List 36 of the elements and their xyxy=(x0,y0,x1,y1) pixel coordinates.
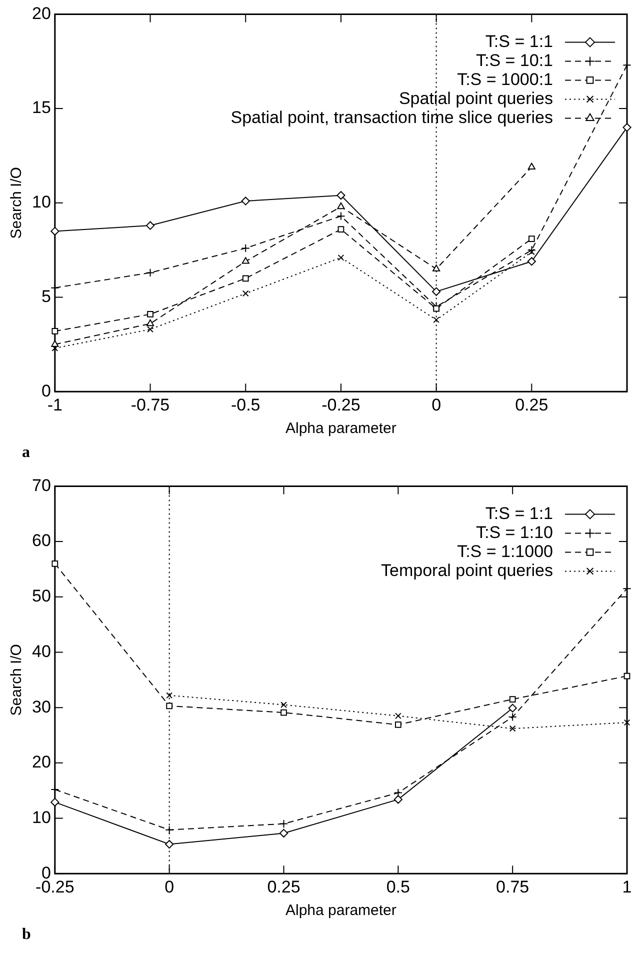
x-tick-label: -0.5 xyxy=(230,395,260,414)
legend-label: T:S = 10:1 xyxy=(476,50,553,70)
x-tick-label: -0.25 xyxy=(322,395,360,414)
y-tick-label: 40 xyxy=(32,642,51,661)
x-tick-label: 1 xyxy=(622,877,632,896)
y-tick-label: 30 xyxy=(32,697,51,716)
text: a xyxy=(22,444,31,463)
y-tick-label: 20 xyxy=(32,4,51,23)
y-tick-label: 20 xyxy=(32,752,51,772)
x-axis-title: Alpha parameter xyxy=(286,420,396,438)
legend-label: Spatial point, transaction time slice queries xyxy=(230,108,553,127)
y-tick-label: 5 xyxy=(41,286,51,306)
x-tick-label: 0.5 xyxy=(386,877,410,896)
x-tick-label: 0.75 xyxy=(496,877,530,896)
legend-label: T:S = 1:1000 xyxy=(457,542,553,561)
y-tick-label: 60 xyxy=(32,531,51,550)
legend-label: T:S = 1:1 xyxy=(485,504,553,523)
legend-label: T:S = 1:10 xyxy=(476,522,553,542)
legend-label: Temporal point queries xyxy=(381,560,553,580)
x-tick-label: 0.25 xyxy=(267,877,300,896)
x-tick-label: 0 xyxy=(164,877,174,896)
y-tick-label: 10 xyxy=(32,192,51,212)
y-tick-label: 15 xyxy=(32,98,51,118)
y-tick-label: 70 xyxy=(32,476,51,495)
x-tick-label: 0.25 xyxy=(515,395,548,414)
legend-label: Spatial point queries xyxy=(398,88,553,108)
legend-label: T:S = 1000:1 xyxy=(457,70,553,89)
y-tick-label: 50 xyxy=(32,586,51,606)
x-tick-label: -0.75 xyxy=(130,395,170,414)
y-axis-title: Search I/O xyxy=(8,167,26,239)
text: b xyxy=(22,926,32,945)
x-axis-title: Alpha parameter xyxy=(286,902,396,920)
legend-label: T:S = 1:1 xyxy=(485,32,553,51)
x-tick-label: 0 xyxy=(432,395,442,414)
y-axis-title: Search I/O xyxy=(8,644,26,716)
y-tick-label: 10 xyxy=(32,808,51,827)
